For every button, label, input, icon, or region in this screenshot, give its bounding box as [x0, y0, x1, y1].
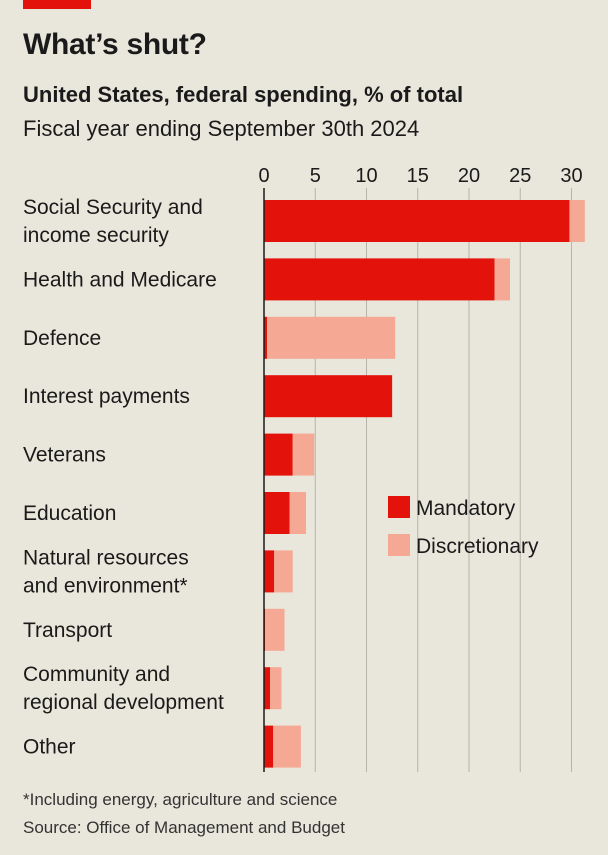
legend: Mandatory Discretionary: [388, 496, 539, 558]
bar-discretionary: [267, 316, 396, 359]
legend-label: Discretionary: [416, 535, 539, 558]
bar-mandatory: [264, 433, 293, 476]
bar-discretionary: [289, 492, 307, 534]
legend-label: Mandatory: [416, 497, 516, 520]
category-label: Interest payments: [23, 385, 190, 408]
source-note: Source: Office of Management and Budget: [23, 818, 345, 837]
category-label: Other: [23, 736, 76, 759]
category-label: Natural resources: [23, 546, 189, 569]
category-label: Health and Medicare: [23, 268, 217, 291]
bar-mandatory: [264, 258, 495, 301]
x-tick-label: 0: [258, 165, 269, 187]
chart-title: What’s shut?: [23, 28, 207, 61]
legend-swatch: [388, 496, 410, 518]
category-label: Transport: [23, 619, 112, 642]
bar-discretionary: [569, 200, 585, 242]
legend-swatch: [388, 534, 410, 556]
bar-discretionary: [274, 550, 293, 593]
bar-discretionary: [494, 258, 510, 301]
bar-mandatory: [264, 550, 275, 593]
bar-discretionary: [273, 725, 301, 768]
bars: [264, 200, 585, 768]
category-label: regional development: [23, 691, 224, 714]
bar-discretionary: [270, 667, 282, 710]
bar-mandatory: [264, 200, 570, 242]
category-label: Education: [23, 502, 116, 525]
bar-discretionary: [265, 608, 285, 651]
category-label: Defence: [23, 327, 101, 350]
category-label: Community and: [23, 663, 170, 686]
category-label: Social Security and: [23, 196, 203, 219]
x-axis-ticks: 0 5 10 15 20 25 30: [258, 165, 582, 187]
chart-subtitle: United States, federal spending, % of to…: [23, 82, 464, 107]
bar-chart: 0 5 10 15 20 25 30 Social Security and income s…: [23, 165, 585, 772]
x-tick-label: 25: [509, 165, 531, 187]
chart-period: Fiscal year ending September 30th 2024: [23, 116, 420, 141]
x-tick-label: 15: [407, 165, 429, 187]
bar-mandatory: [264, 375, 393, 418]
brand-accent-bar: [23, 0, 91, 9]
bar-mandatory: [264, 667, 271, 710]
x-tick-label: 30: [560, 165, 582, 187]
category-labels: Social Security and income security Health…: [23, 196, 224, 759]
bar-discretionary: [292, 433, 315, 476]
bar-mandatory: [264, 316, 268, 359]
x-tick-label: 20: [458, 165, 480, 187]
bar-mandatory: [264, 725, 274, 768]
bar-mandatory: [264, 492, 290, 534]
x-tick-label: 10: [355, 165, 377, 187]
x-tick-label: 5: [310, 165, 321, 187]
category-label: income security: [23, 224, 169, 247]
category-label: Veterans: [23, 444, 106, 467]
footnote: *Including energy, agriculture and scien…: [23, 790, 338, 809]
category-label: and environment*: [23, 574, 188, 597]
